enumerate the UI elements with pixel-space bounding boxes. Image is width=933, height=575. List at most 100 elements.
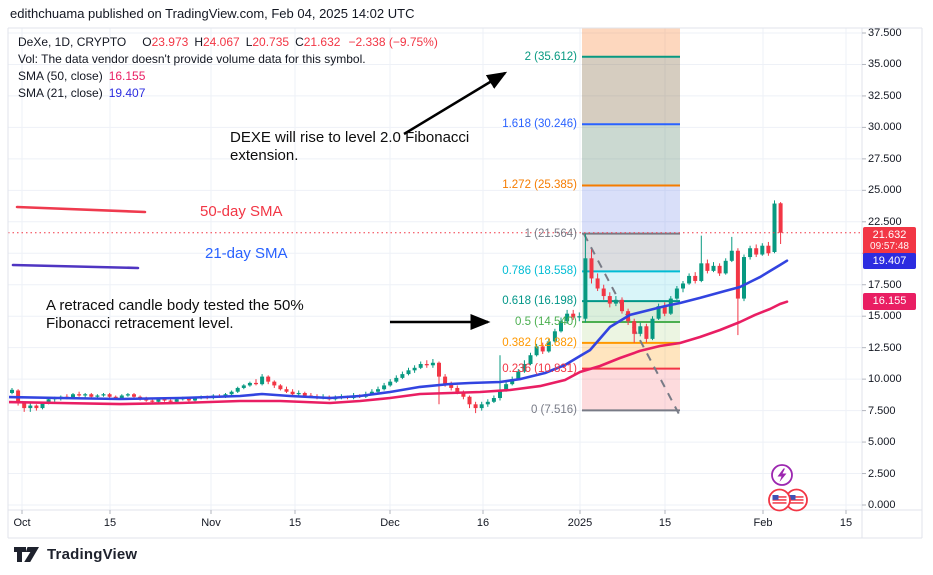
candle-body xyxy=(748,248,753,258)
arrow-to-fib-extension[interactable] xyxy=(403,71,508,136)
candle-body xyxy=(577,316,582,318)
candle-body xyxy=(168,400,173,402)
us-flag-event-icon-left[interactable] xyxy=(768,488,791,512)
candle-body xyxy=(113,396,118,399)
tradingview-logo-icon xyxy=(14,547,39,562)
price-badge: 16.155 xyxy=(863,293,916,310)
sma21-row[interactable]: SMA (21, close) 19.407 xyxy=(18,85,438,102)
price-tick-label: 17.500 xyxy=(868,278,902,291)
fib-level-label: 1.618 (30.246) xyxy=(502,118,577,131)
event-markers xyxy=(760,458,830,523)
ohlc-key: C xyxy=(295,35,304,49)
candle-body xyxy=(516,371,521,380)
annotation-fib-target[interactable]: DEXE will rise to level 2.0 Fibonacci ex… xyxy=(230,129,470,164)
candle-body xyxy=(418,364,423,368)
candle-body xyxy=(278,385,283,390)
ohlc-value: 20.735 xyxy=(252,35,290,49)
sma21-label: SMA (21, close) xyxy=(18,86,103,100)
candle-body xyxy=(412,367,417,371)
candle-body xyxy=(22,403,27,409)
candle-body xyxy=(735,250,740,299)
time-tick-label: Dec xyxy=(380,517,400,529)
price-tick-label: 22.500 xyxy=(868,215,902,228)
candle-body xyxy=(662,306,667,314)
annotation-21day-sma[interactable]: 21-day SMA xyxy=(205,245,288,262)
candle-body xyxy=(71,394,75,399)
candle-body xyxy=(296,392,301,395)
sma50-callout-segment[interactable] xyxy=(15,205,147,214)
price-tick-label: 5.000 xyxy=(868,436,896,449)
fib-level-label: 0 (7.516) xyxy=(530,404,577,417)
candle-body xyxy=(235,387,240,392)
fib-level-label: 0.5 (14.540) xyxy=(514,315,577,328)
candle-body xyxy=(437,362,441,377)
sma21-value: 19.407 xyxy=(108,86,146,100)
annotation-retrace-note[interactable]: A retraced candle body tested the 50% Fi… xyxy=(46,297,304,332)
candle-body xyxy=(729,250,734,261)
ohlc-value: 24.067 xyxy=(202,35,240,49)
fib-level-label: 0.382 (12.882) xyxy=(502,336,577,349)
candle-body xyxy=(699,263,704,281)
candle-body xyxy=(778,203,783,233)
fib-retracement-overlay[interactable] xyxy=(582,28,680,412)
candle-body xyxy=(290,391,295,395)
volume-note: Vol: The data vendor doesn't provide vol… xyxy=(18,52,366,66)
candle-body xyxy=(266,376,271,382)
candle-body xyxy=(272,381,277,386)
footer: TradingView xyxy=(13,546,137,563)
candle-body xyxy=(510,379,515,385)
fib-level-label: 0.236 (10.831) xyxy=(502,362,577,375)
candle-body xyxy=(46,399,51,404)
candle-body xyxy=(443,376,448,385)
candle-body xyxy=(229,391,234,395)
candle-body xyxy=(559,321,563,332)
candle-body xyxy=(162,399,167,401)
candle-body xyxy=(546,341,551,352)
candle-body xyxy=(522,364,527,372)
candle-body xyxy=(83,394,88,396)
candle-body xyxy=(613,299,618,304)
candle-body xyxy=(10,389,14,393)
candle-body xyxy=(369,391,374,395)
candle-body xyxy=(571,313,576,318)
candle-body xyxy=(583,258,588,319)
candle-body xyxy=(382,385,387,390)
candle-body xyxy=(528,355,533,365)
candle-body xyxy=(504,384,509,391)
price-tick-label: 7.500 xyxy=(868,404,896,417)
us-flag-event-icon-right[interactable] xyxy=(785,488,808,512)
candle-body xyxy=(430,362,435,366)
candle-body xyxy=(119,395,124,399)
candle-body xyxy=(754,248,759,255)
candle-body xyxy=(376,389,380,392)
candle-body xyxy=(644,326,649,339)
candle-body xyxy=(254,382,258,385)
chart-legend: DeXe, 1D, CRYPTO O23.973 H24.067 L20.735 C21… xyxy=(18,34,438,102)
price-tick-label: 27.500 xyxy=(868,152,902,165)
price-badge: 19.407 xyxy=(863,252,916,270)
fib-level-label: 2 (35.612) xyxy=(524,50,577,63)
time-tick-label: 15 xyxy=(658,517,672,529)
candle-body xyxy=(132,394,136,397)
candle-body xyxy=(302,392,307,396)
sma21-callout-segment[interactable] xyxy=(11,263,140,270)
dashed-trendline[interactable] xyxy=(583,233,681,417)
candle-body xyxy=(467,396,472,405)
symbol-row[interactable]: DeXe, 1D, CRYPTO O23.973 H24.067 L20.735 C21… xyxy=(18,34,438,51)
candle-body xyxy=(247,382,252,386)
candle-body xyxy=(101,394,106,396)
sma-21-line xyxy=(9,259,789,401)
lightning-event-icon[interactable] xyxy=(771,464,793,486)
sma-50-line xyxy=(9,300,789,406)
price-tick-label: 37.500 xyxy=(868,26,902,39)
time-tick-label: 15 xyxy=(288,517,302,529)
sma50-value: 16.155 xyxy=(108,69,146,83)
annotation-50day-sma[interactable]: 50-day SMA xyxy=(200,203,283,220)
candle-body xyxy=(772,203,777,253)
candle-body xyxy=(632,321,637,334)
ohlc-value: 21.632 xyxy=(303,35,341,49)
candle-body xyxy=(107,394,112,397)
candle-body xyxy=(156,399,161,402)
sma50-row[interactable]: SMA (50, close) 16.155 xyxy=(18,68,438,85)
